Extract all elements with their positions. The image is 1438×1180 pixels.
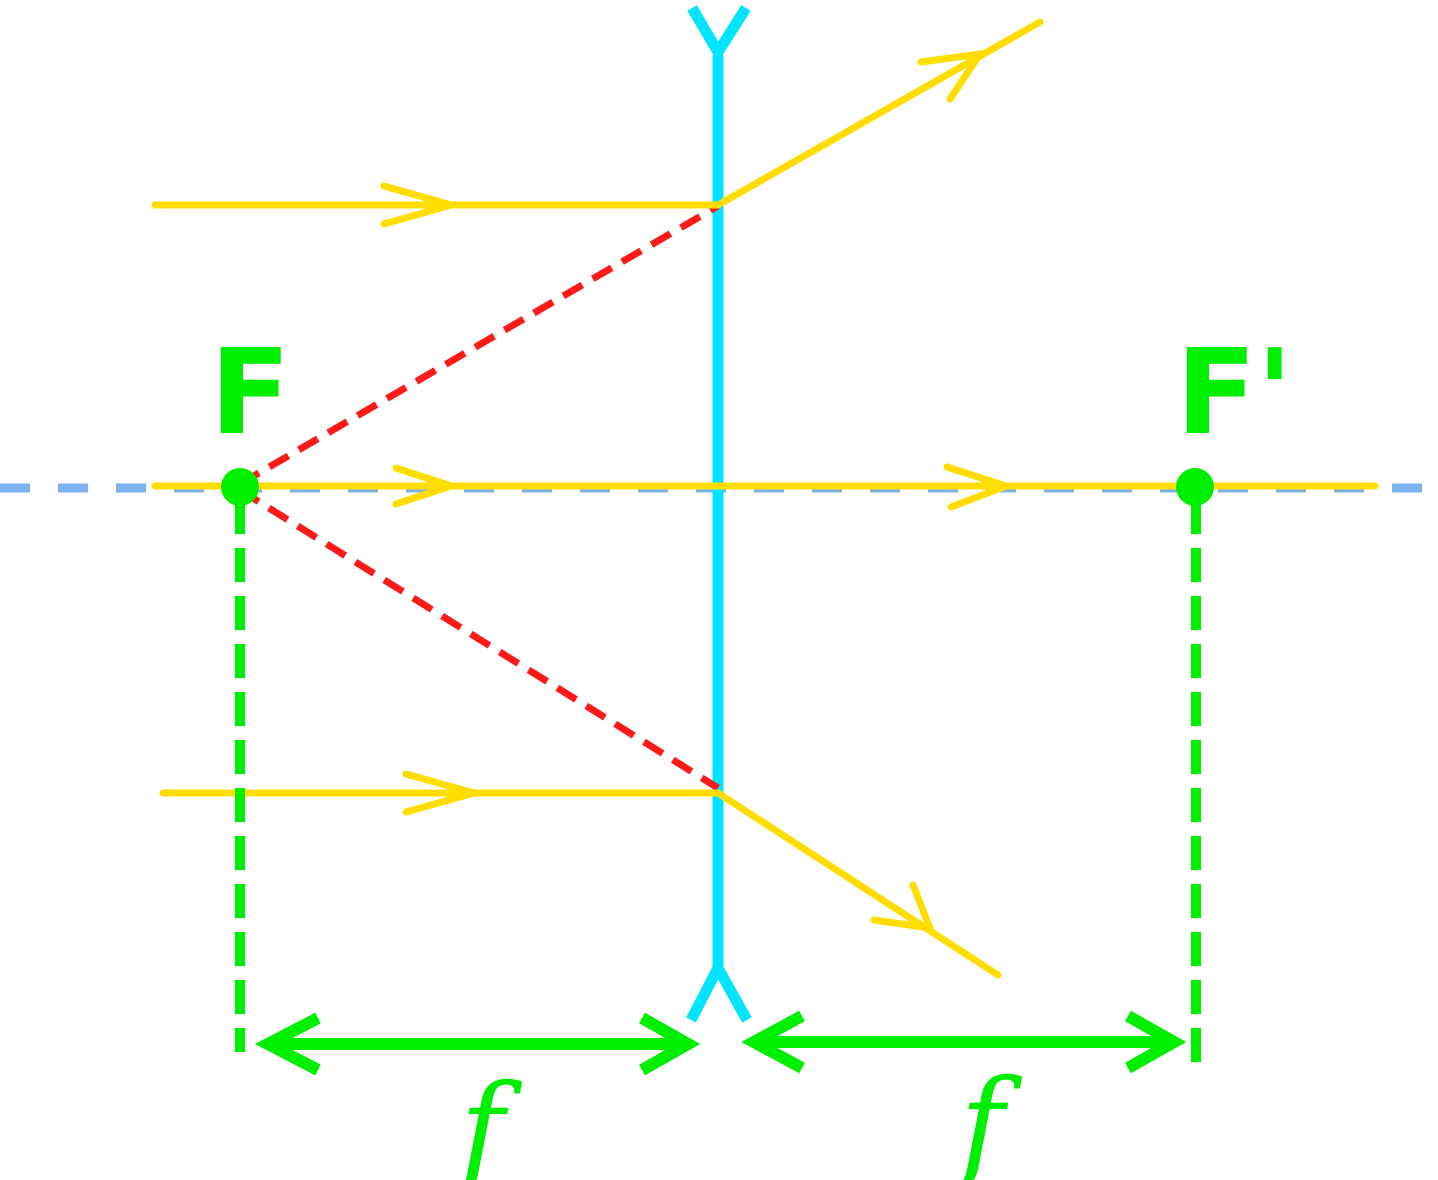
focus-label-left: F bbox=[210, 323, 291, 461]
focus-label-right: F' bbox=[1176, 323, 1293, 461]
focus-point-left bbox=[221, 468, 259, 506]
focus-point-right bbox=[1176, 468, 1214, 506]
central-right-arrowhead bbox=[943, 463, 1017, 511]
lower-virtual-extension bbox=[238, 487, 720, 791]
upper-ray bbox=[151, 18, 1044, 209]
lower-incoming-arrowhead bbox=[402, 770, 488, 816]
lower-refracted-arrowhead bbox=[870, 881, 936, 933]
light-rays bbox=[151, 18, 1379, 979]
upper-virtual-extension bbox=[238, 202, 720, 488]
upper-incoming-arrowhead bbox=[380, 182, 464, 228]
central-left-arrowhead bbox=[392, 464, 463, 508]
double-headed-arrow-icon bbox=[254, 1010, 1187, 1076]
lower-ray bbox=[159, 789, 1002, 979]
virtual-ray-extensions bbox=[238, 202, 720, 791]
focal-guides bbox=[235, 500, 1201, 1066]
upper-refracted-arrowhead bbox=[917, 49, 988, 103]
